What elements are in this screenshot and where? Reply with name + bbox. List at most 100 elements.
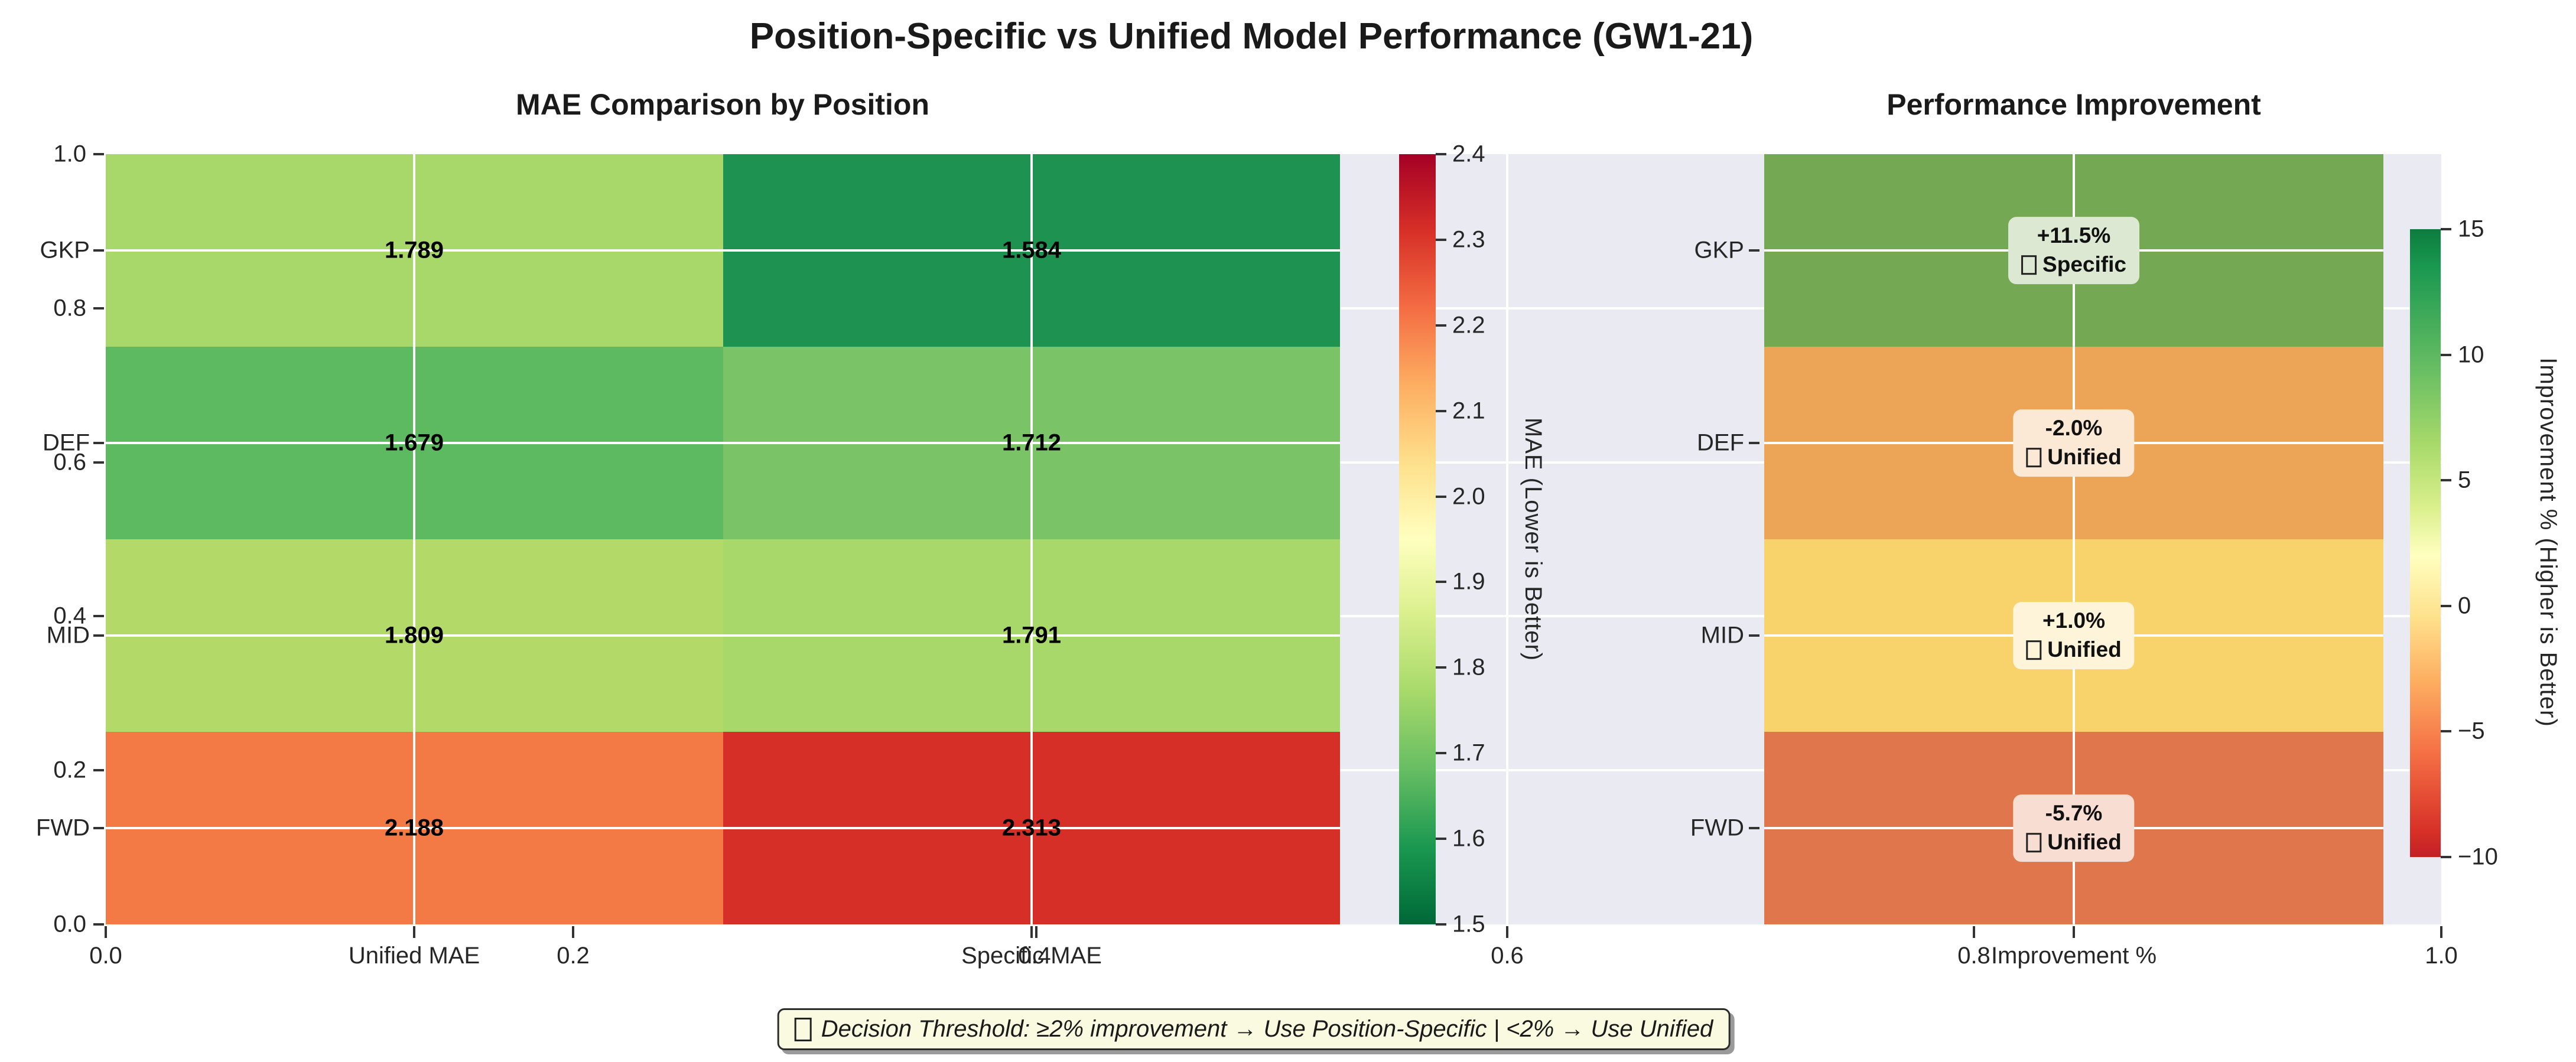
- tick: [93, 461, 104, 464]
- colorbar-tick-label: 15: [2458, 216, 2484, 242]
- gridline: [106, 634, 1340, 637]
- tick: [1436, 923, 1446, 926]
- annotation-def: -2.0% Unified: [2013, 409, 2135, 477]
- tick: [93, 634, 104, 637]
- missing-glyph-icon: [2026, 832, 2042, 852]
- legend-text: Decision Threshold: ≥2% improvement → Us…: [821, 1016, 1713, 1042]
- tick: [93, 769, 104, 771]
- annotation-model: Unified: [2047, 637, 2122, 662]
- missing-glyph-icon: [2026, 640, 2042, 660]
- tick: [1749, 634, 1759, 637]
- tick: [2073, 926, 2075, 938]
- tick: [1436, 666, 1446, 669]
- colorbar-tick-label: −10: [2458, 843, 2498, 870]
- tick: [93, 442, 104, 444]
- cell-value: 2.313: [1001, 815, 1062, 841]
- improvement-heatmap: +11.5% Specific -2.0% Unified +1.0% Unif…: [1764, 154, 2383, 924]
- colorbar-tick-label: 2.3: [1452, 226, 1485, 253]
- left-subplot-title: MAE Comparison by Position: [515, 88, 930, 121]
- y-tick-label: 0.2: [53, 757, 86, 783]
- colorbar-tick-label: 2.0: [1452, 483, 1485, 510]
- tick: [1749, 249, 1759, 252]
- mae-colorbar-label: MAE (Lower is Better): [1520, 417, 1546, 662]
- annotation-pct: +11.5%: [2037, 223, 2111, 248]
- annotation-mid: +1.0% Unified: [2013, 602, 2135, 669]
- annotation-pct: +1.0%: [2042, 608, 2105, 633]
- tick: [1030, 926, 1033, 938]
- tick: [2441, 479, 2451, 481]
- tick: [93, 307, 104, 310]
- improvement-colorbar: [2410, 229, 2441, 857]
- tick: [93, 827, 104, 829]
- colorbar-tick-label: 1.8: [1452, 654, 1485, 680]
- gridline: [1030, 154, 1033, 924]
- colorbar-tick-label: 0: [2458, 592, 2471, 619]
- y-tick-label: 0.0: [53, 911, 86, 937]
- x-col-label-specific: Specific MAE: [961, 943, 1102, 969]
- colorbar-tick-label: −5: [2458, 718, 2485, 744]
- annotation-pct: -2.0%: [2045, 416, 2103, 441]
- cell-value: 1.789: [384, 237, 444, 263]
- cell-value: 2.188: [384, 815, 444, 841]
- missing-glyph-icon: [2021, 255, 2037, 275]
- cell-value: 1.791: [1001, 622, 1062, 649]
- gridline: [1506, 154, 1508, 924]
- missing-glyph-icon: [2026, 447, 2042, 467]
- decision-threshold-legend: Decision Threshold: ≥2% improvement → Us…: [777, 1008, 1731, 1050]
- row-label-mid: MID: [46, 622, 90, 649]
- tick: [1436, 239, 1446, 241]
- y-tick-label: 0.8: [53, 295, 86, 321]
- tick: [93, 249, 104, 252]
- y-tick-label: 0.6: [53, 449, 86, 475]
- tick: [2441, 228, 2451, 230]
- row-label-mid: MID: [1700, 622, 1744, 649]
- colorbar-tick-label: 1.7: [1452, 740, 1485, 766]
- gridline: [106, 827, 1340, 829]
- missing-glyph-icon: [794, 1017, 812, 1041]
- colorbar-tick-label: 2.4: [1452, 141, 1485, 167]
- tick: [1749, 827, 1759, 829]
- tick: [2441, 856, 2451, 858]
- x-tick-label: 0.2: [557, 943, 590, 969]
- cell-value: 1.679: [384, 429, 444, 456]
- cell-value: 1.712: [1001, 429, 1062, 456]
- tick: [413, 926, 415, 938]
- tick: [1506, 926, 1508, 938]
- mae-heatmap: 1.789 1.584 1.679 1.712 1.809 1.791 2.18…: [106, 154, 1340, 924]
- tick: [2441, 730, 2451, 732]
- tick: [1436, 752, 1446, 754]
- mae-colorbar: [1399, 154, 1436, 924]
- tick: [1035, 926, 1037, 938]
- annotation-model: Unified: [2047, 445, 2122, 469]
- cell-value: 1.584: [1001, 237, 1062, 263]
- x-tick-label: 0.6: [1491, 943, 1524, 969]
- colorbar-tick-label: 2.1: [1452, 398, 1485, 424]
- colorbar-tick-label: 5: [2458, 467, 2471, 493]
- tick: [1436, 581, 1446, 583]
- x-col-label-improvement: Improvement %: [1990, 943, 2157, 969]
- tick: [105, 926, 107, 938]
- row-label-gkp: GKP: [40, 237, 90, 263]
- tick: [1436, 153, 1446, 155]
- tick: [1749, 442, 1759, 444]
- row-label-fwd: FWD: [1690, 815, 1744, 841]
- tick: [93, 153, 104, 155]
- x-tick-label: 0.8: [1957, 943, 1990, 969]
- gridline: [413, 154, 415, 924]
- tick: [1973, 926, 1975, 938]
- row-label-fwd: FWD: [35, 815, 90, 841]
- improvement-colorbar-label: Improvement % (Higher is Better): [2535, 357, 2561, 727]
- colorbar-tick-label: 1.5: [1452, 911, 1485, 937]
- figure-title: Position-Specific vs Unified Model Perfo…: [749, 16, 1754, 57]
- cell-value: 1.809: [384, 622, 444, 649]
- colorbar-tick-label: 2.2: [1452, 312, 1485, 338]
- tick: [93, 923, 104, 926]
- tick: [1436, 410, 1446, 412]
- x-col-label-unified: Unified MAE: [348, 943, 480, 969]
- y-tick-label: 0.4: [53, 602, 86, 629]
- row-label-gkp: GKP: [1694, 237, 1744, 263]
- row-label-def: DEF: [43, 429, 90, 456]
- row-label-def: DEF: [1697, 429, 1744, 456]
- tick: [1436, 324, 1446, 327]
